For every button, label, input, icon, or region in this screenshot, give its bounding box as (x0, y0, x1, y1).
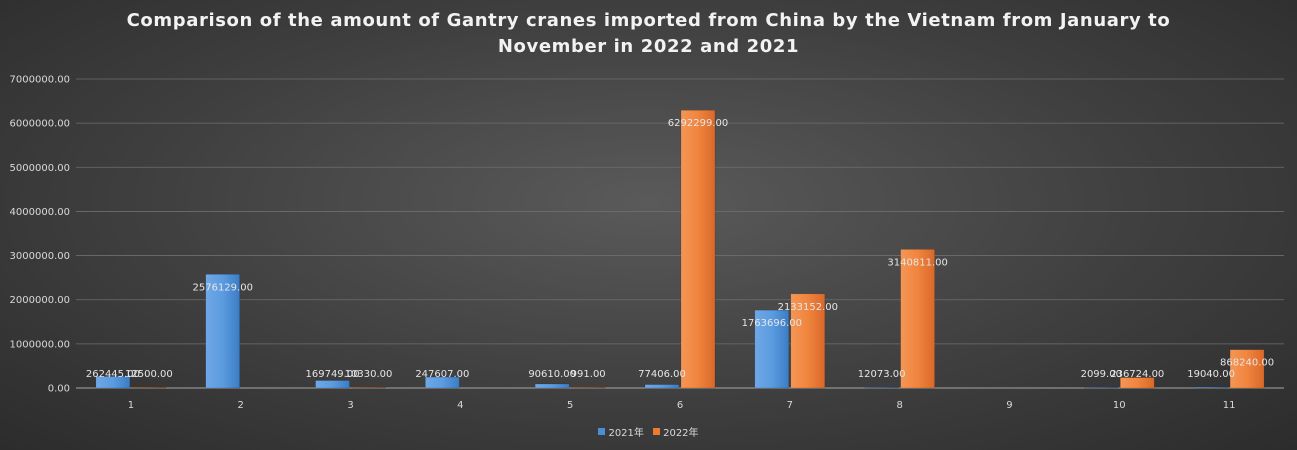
bar-2021-8 (864, 387, 899, 389)
grid-lines (76, 78, 1284, 345)
legend-item-2022: 2022年 (653, 424, 699, 439)
x-tick-label: 7 (787, 400, 793, 411)
y-tick-label: 1000000.00 (10, 339, 70, 350)
bar-2021-1 (95, 376, 131, 389)
legend-swatch-2022 (653, 428, 661, 435)
data-label-2022-3: 10330.00 (345, 369, 393, 380)
bar-2022-3 (351, 387, 386, 389)
bar-2021-3 (315, 380, 350, 389)
legend-swatch-2021 (598, 428, 606, 435)
chart-title: Comparison of the amount of Gantry crane… (0, 8, 1297, 60)
bar-2022-8 (900, 249, 935, 389)
bar-2021-6 (644, 384, 680, 389)
y-tick-label: 2000000.00 (10, 295, 70, 306)
bar-2021-10 (1084, 387, 1119, 389)
data-label-2022-6: 6292299.00 (668, 118, 728, 129)
legend-item-2021: 2021年 (598, 424, 644, 439)
x-tick-label: 10 (1113, 400, 1126, 411)
bar-2021-2 (205, 274, 240, 389)
bar-2021-7 (754, 309, 790, 389)
data-label-2021-2: 2576129.00 (193, 282, 253, 293)
chart-title-line-2: November in 2022 and 2021 (497, 36, 800, 57)
data-label-2021-5: 90610.00 (528, 369, 576, 380)
bar-2022-6 (680, 109, 716, 389)
data-label-2021-6: 77406.00 (638, 369, 686, 380)
bar-2021-11 (1193, 386, 1229, 389)
data-label-2022-5: 991.00 (571, 369, 606, 380)
legend-label-2022: 2022年 (663, 428, 699, 439)
x-tick-label: 9 (1006, 400, 1012, 411)
x-tick-label: 1 (128, 400, 134, 411)
bar-2022-11 (1229, 349, 1265, 389)
bar-2021-4 (425, 376, 460, 389)
x-tick-label: 5 (567, 400, 573, 411)
y-tick-label: 0.00 (48, 384, 70, 395)
bar-2022-5 (570, 387, 606, 389)
data-label-2021-4: 247607.00 (415, 369, 469, 380)
y-tick-label: 3000000.00 (10, 251, 70, 262)
legend-label-2021: 2021年 (608, 428, 644, 439)
data-labels: 262445.00 2576129.00 169749.00 247607.00 906… (86, 118, 1274, 380)
y-tick-label: 4000000.00 (10, 207, 70, 218)
data-label-2021-11: 19040.00 (1187, 369, 1235, 380)
bar-2022-10 (1120, 377, 1155, 389)
x-tick-label: 11 (1223, 400, 1236, 411)
bar-2022-1 (131, 387, 167, 389)
data-label-2021-3: 169749.00 (306, 369, 360, 380)
x-tick-label: 8 (896, 400, 902, 411)
data-label-2022-1: 12500.00 (125, 369, 173, 380)
axes: 0.00 1000000.00 2000000.00 3000000.00 400000… (10, 75, 1284, 411)
y-tick-label: 5000000.00 (10, 163, 70, 174)
y-tick-label: 6000000.00 (10, 119, 70, 130)
x-tick-label: 6 (677, 400, 683, 411)
data-label-2021-1: 262445.00 (86, 369, 140, 380)
bar-2022-7 (790, 293, 826, 389)
x-tick-label: 3 (347, 400, 353, 411)
chart-title-line-1: Comparison of the amount of Gantry crane… (126, 10, 1171, 31)
legend: 2021年 2022年 (0, 424, 1297, 439)
data-label-2021-8: 12073.00 (858, 369, 906, 380)
bar-2021-5 (534, 383, 570, 389)
data-label-2022-11: 868240.00 (1220, 358, 1274, 369)
x-tick-label: 2 (238, 400, 244, 411)
data-label-2022-10: 236724.00 (1110, 369, 1164, 380)
data-label-2021-10: 2099.00 (1081, 369, 1122, 380)
data-label-2022-8: 3140811.00 (887, 257, 947, 268)
data-label-2021-7: 1763696.00 (742, 318, 802, 329)
y-tick-label: 7000000.00 (10, 75, 70, 86)
x-tick-label: 4 (457, 400, 463, 411)
data-label-2022-7: 2133152.00 (778, 302, 838, 313)
bars (95, 109, 1265, 389)
